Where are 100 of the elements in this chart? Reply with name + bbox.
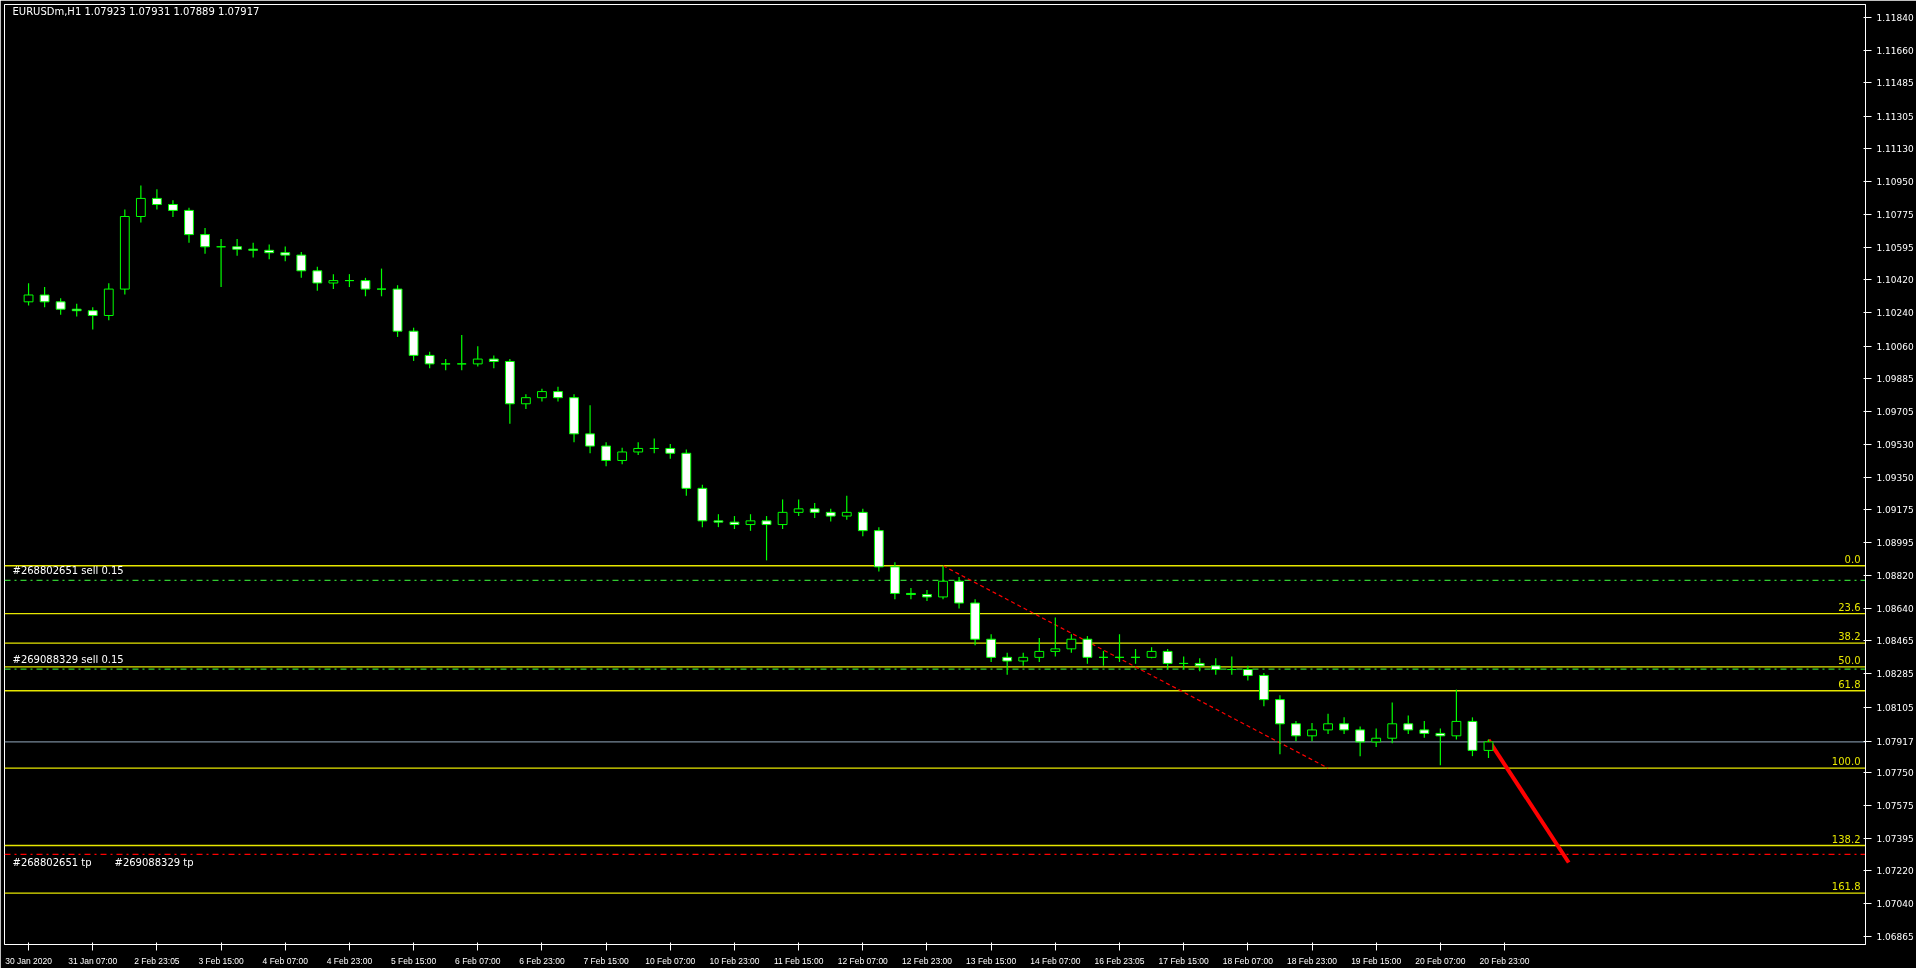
candlestick [1307,722,1317,742]
x-tick-label: 5 Feb 15:00 [390,955,437,966]
y-tick-label: 1.08820 [1876,570,1914,581]
candlestick [1050,617,1061,658]
candlestick [857,508,868,537]
y-tick-label: 1.07220 [1876,866,1914,877]
y-tick-label: 1.10950 [1876,177,1914,188]
annotation: 38.2 [1838,631,1861,643]
candlestick [922,589,932,602]
y-tick-label: 1.08285 [1876,669,1914,680]
x-tick-label: 6 Feb 07:00 [455,955,501,966]
candlestick [1082,635,1093,665]
y-tick-label: 1.09530 [1876,439,1914,450]
candlestick [906,587,916,600]
x-tick-label: 17 Feb 15:00 [1158,955,1209,966]
x-tick-label: 13 Feb 15:00 [966,955,1017,966]
y-tick-label: 1.11305 [1876,111,1914,122]
y-tick-label: 1.08995 [1876,538,1914,549]
candlestick [1355,725,1366,757]
y-tick-label: 1.07395 [1876,833,1914,844]
x-tick-label: 30 Jan 2020 [5,955,53,966]
x-tick-label: 14 Feb 07:00 [1030,955,1081,966]
candlestick [456,334,467,371]
annotation: 100.0 [1831,756,1861,768]
ref-line-label: #268802651 sell 0.15 [12,565,124,577]
candlestick [23,282,34,307]
x-tick-label: 18 Feb 23:00 [1286,955,1338,966]
candlestick [841,495,852,521]
y-tick-label: 1.11485 [1876,78,1914,89]
y-tick-label: 1.07917 [1876,737,1914,748]
x-tick-label: 10 Feb 07:00 [645,955,696,966]
candlestick [376,267,387,297]
y-tick-label: 1.09885 [1876,373,1914,384]
candlestick [1002,652,1013,676]
y-tick-label: 1.10240 [1876,308,1914,319]
x-tick-label: 11 Feb 15:00 [773,955,824,966]
x-tick-label: 4 Feb 23:00 [326,955,373,966]
candlestick [135,184,146,224]
x-tick-label: 3 Feb 15:00 [198,955,245,966]
x-tick-label: 20 Feb 23:00 [1479,955,1530,966]
ref-line-label: #268802651 tp [12,857,92,869]
x-tick-label: 19 Feb 15:00 [1351,955,1402,966]
y-tick-label: 1.10060 [1876,341,1914,352]
chart-title: EURUSDm,H1 1.07923 1.07931 1.07889 1.07917 [12,5,260,17]
x-tick-label: 31 Jan 07:00 [68,955,118,966]
y-tick-label: 1.07750 [1876,768,1914,779]
y-tick-label: 1.10420 [1876,275,1914,286]
candlestick [954,576,964,609]
candlestick [200,227,210,255]
candlestick [87,306,98,331]
candlestick [938,565,948,600]
x-tick-label: 6 Feb 23:00 [519,955,565,966]
x-tick-label: 20 Feb 07:00 [1415,955,1466,966]
x-tick-label: 2 Feb 23:05 [134,955,180,966]
candlestick [39,286,50,308]
candlestick [168,199,178,218]
y-tick-label: 1.08105 [1876,702,1914,713]
annotation: 0.0 [1844,553,1861,565]
candlestick [1371,727,1382,748]
candlestick [1066,633,1077,654]
annotation: 50.0 [1838,654,1861,666]
x-tick-label: 7 Feb 15:00 [583,955,630,966]
x-tick-label: 10 Feb 23:00 [709,955,760,966]
annotation: 138.2 [1831,833,1861,845]
candlestick [1403,714,1414,735]
candlestick [296,251,307,279]
annotation: 23.6 [1838,601,1861,613]
candlestick [585,404,595,454]
candlestick [601,441,612,467]
y-tick-label: 1.09705 [1876,407,1914,418]
y-tick-label: 1.07575 [1876,800,1914,811]
candlestick [1034,637,1045,663]
annotation: 161.8 [1831,881,1861,893]
candlestick [1435,727,1446,766]
y-tick-label: 1.08465 [1876,636,1914,647]
candlestick [1387,701,1398,744]
annotation: 61.8 [1838,678,1861,690]
y-tick-label: 1.09350 [1876,472,1914,483]
y-tick-label: 1.11660 [1876,46,1914,57]
candlestick [1162,648,1173,670]
candlestick [1451,689,1462,741]
candlestick [360,277,371,297]
candlestick [1323,713,1333,735]
candlestick [1339,716,1350,735]
candlestick [312,266,323,292]
candlestick [777,498,788,530]
candlestick [232,238,243,257]
y-tick-label: 1.06865 [1876,931,1914,942]
y-tick-label: 1.10775 [1876,209,1914,220]
candlestick [472,345,483,368]
annotation: #269088329 tp [114,857,194,869]
y-tick-label: 1.10595 [1876,242,1914,253]
x-tick-label: 18 Feb 07:00 [1222,955,1274,966]
x-tick-label: 12 Feb 23:00 [901,955,953,966]
x-tick-label: 12 Feb 07:00 [837,955,889,966]
y-tick-label: 1.11130 [1876,144,1914,155]
candlestick [1291,720,1301,742]
y-tick-label: 1.07040 [1876,899,1914,910]
x-tick-label: 4 Feb 07:00 [262,955,309,966]
y-tick-label: 1.11840 [1876,12,1914,23]
